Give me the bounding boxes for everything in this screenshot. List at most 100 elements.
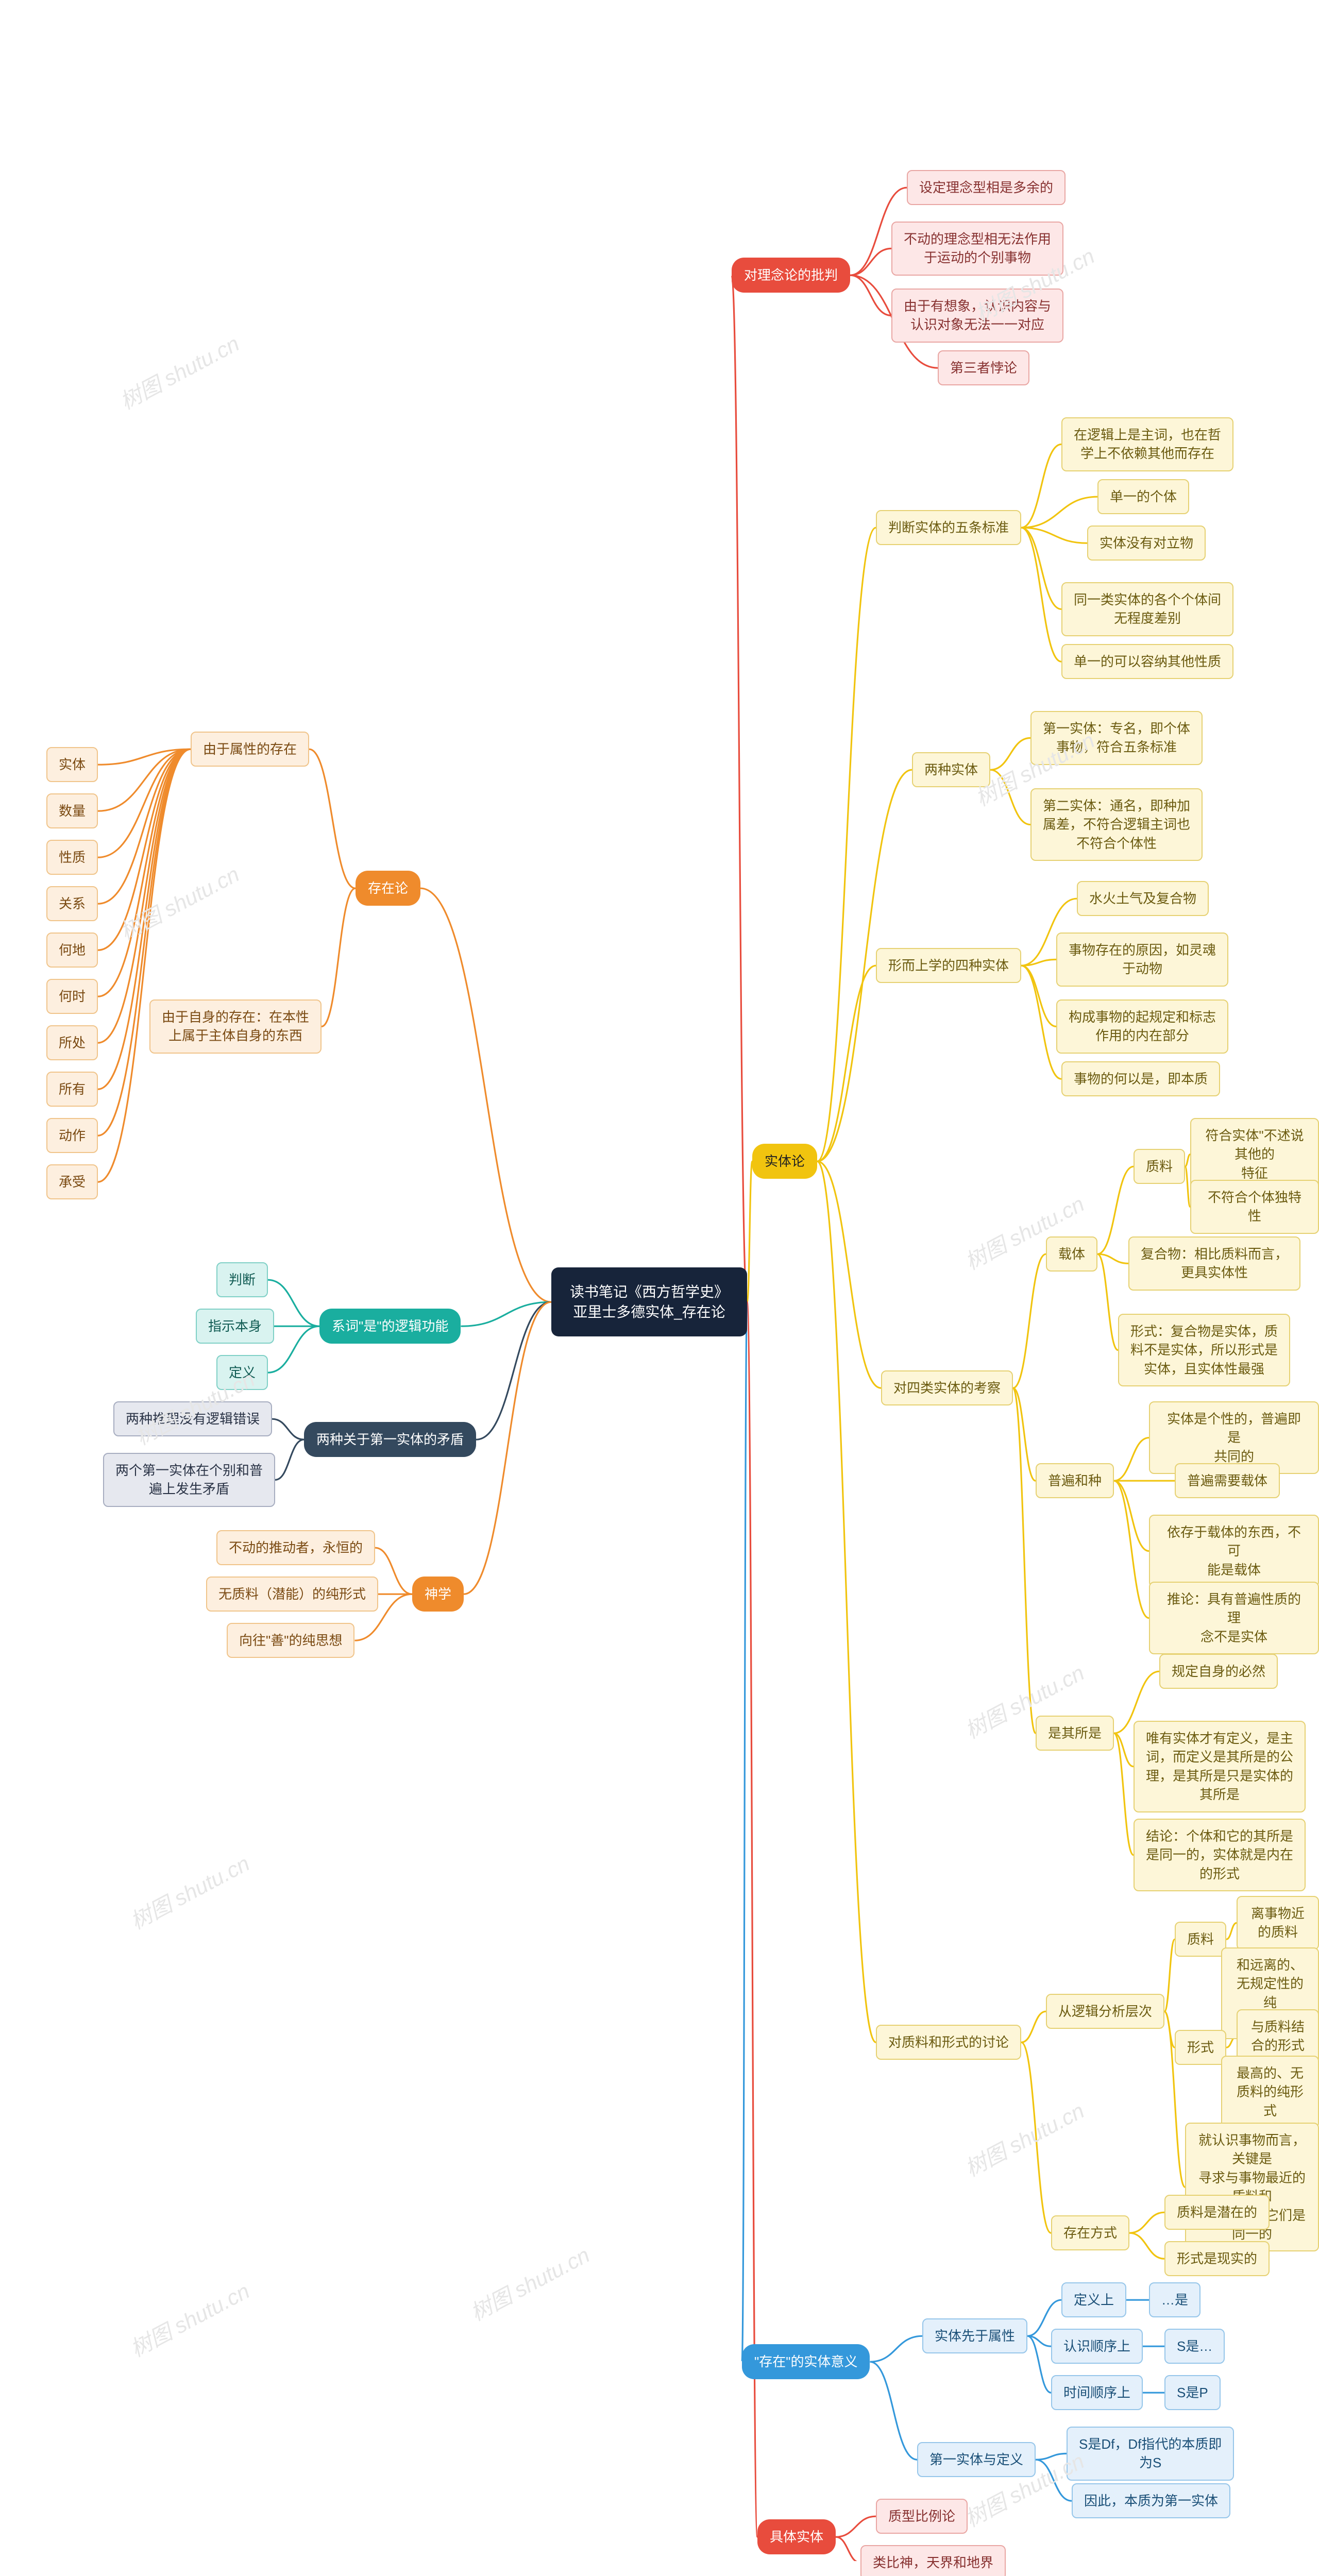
node-o1: 由于属性的存在: [191, 732, 309, 767]
edge: [1021, 2011, 1046, 2042]
edge: [1226, 1923, 1237, 1939]
node-s_discuss: 对质料和形式的讨论: [876, 2025, 1021, 2060]
edge: [1021, 528, 1061, 609]
edge: [1027, 2336, 1051, 2393]
node-m_def: 第一实体与定义: [917, 2442, 1036, 2477]
edge: [1021, 2042, 1051, 2233]
node-sfe3: 结论：个体和它的其所是 是同一的，实体就是内在 的形式: [1134, 1819, 1306, 1891]
node-th2: 无质料（潜能）的纯形式: [206, 1577, 378, 1612]
node-b_ontology: 存在论: [356, 871, 420, 906]
edge: [836, 2537, 860, 2561]
edge: [1021, 959, 1056, 965]
edge: [1114, 1481, 1149, 1551]
node-m_prior: 实体先于属性: [922, 2318, 1027, 2353]
node-sdl_z1: 离事物近的质料: [1237, 1896, 1319, 1950]
node-c2: 不动的理念型相无法作用 于运动的个别事物: [891, 222, 1063, 276]
node-c1: 设定理念型相是多余的: [907, 170, 1066, 205]
node-root: 读书笔记《西方哲学史》 亚里士多德实体_存在论: [551, 1267, 747, 1336]
node-ct1: 两种推理没有逻辑错误: [113, 1401, 272, 1436]
edge: [850, 248, 891, 275]
edge: [1036, 2453, 1067, 2460]
edge: [1114, 1438, 1149, 1481]
node-o15: 何地: [46, 933, 98, 968]
edge: [322, 888, 356, 1026]
node-cp2: 指示本身: [196, 1309, 274, 1344]
watermark: 树图 shutu.cn: [114, 857, 244, 946]
edge: [98, 749, 191, 904]
node-sfc_zhiliao: 质料: [1134, 1149, 1185, 1184]
edge: [272, 1419, 304, 1439]
edge: [1021, 528, 1061, 662]
edge: [870, 2336, 922, 2362]
edge: [1164, 2011, 1175, 2047]
node-sc4: 同一类实体的各个个体间 无程度差别: [1061, 582, 1233, 636]
node-mp2: 认识顺序上: [1051, 2329, 1143, 2364]
edge: [990, 738, 1030, 770]
edge: [1013, 1254, 1046, 1388]
edge: [836, 2516, 876, 2537]
edge: [309, 749, 356, 888]
node-b_concrete: 具体实体: [757, 2519, 836, 2554]
node-sdl_f2: 最高的、无质料的纯形式: [1221, 2056, 1319, 2128]
watermark: 树图 shutu.cn: [124, 2274, 255, 2363]
node-sfs4: 推论：具有普遍性质的理 念不是实体: [1149, 1582, 1319, 1654]
edge: [98, 749, 191, 765]
node-o17: 所处: [46, 1025, 98, 1060]
edge: [1021, 965, 1061, 1079]
node-sc1: 在逻辑上是主词，也在哲 学上不依赖其他而存在: [1061, 417, 1233, 471]
node-sdm2: 形式是现实的: [1164, 2241, 1270, 2276]
node-sf_species: 普遍和种: [1036, 1463, 1114, 1498]
node-mp3: 时间顺序上: [1051, 2375, 1143, 2410]
edge: [1027, 2336, 1051, 2346]
node-sc2: 单一的个体: [1097, 479, 1189, 514]
node-sd_logic: 从逻辑分析层次: [1046, 1994, 1164, 2029]
node-sdm1: 质料是潜在的: [1164, 2195, 1270, 2230]
node-o14: 关系: [46, 886, 98, 921]
node-s_four: 对四类实体的考察: [881, 1370, 1013, 1405]
node-sd_mode: 存在方式: [1051, 2215, 1129, 2250]
node-sdl_form: 形式: [1175, 2030, 1226, 2065]
edge: [1185, 1155, 1190, 1167]
edge: [98, 749, 191, 811]
node-b_critique: 对理念论的批判: [732, 258, 850, 293]
node-sdl_zl: 质料: [1175, 1922, 1226, 1957]
edge: [461, 1302, 551, 1326]
edge: [817, 1161, 881, 1388]
edge: [1114, 1733, 1134, 1855]
edge: [375, 1548, 412, 1594]
node-st1: 第一实体：专名，即个体 事物，符合五条标准: [1030, 711, 1203, 765]
node-o2: 由于自身的存在：在本性 上属于主体自身的东西: [149, 999, 322, 1054]
node-sf_essence: 是其所是: [1036, 1716, 1114, 1751]
node-b_copula: 系词"是"的逻辑功能: [319, 1309, 461, 1344]
edge: [732, 275, 747, 1302]
node-mp2a: S是…: [1164, 2329, 1225, 2364]
node-b_meaning: "存在"的实体意义: [742, 2344, 870, 2379]
edge: [817, 1161, 876, 2042]
edge: [98, 749, 191, 1136]
edge: [98, 749, 191, 1182]
node-ct2: 两个第一实体在个别和普 遍上发生矛盾: [103, 1453, 275, 1507]
watermark: 树图 shutu.cn: [464, 2238, 595, 2327]
node-o16: 何时: [46, 979, 98, 1014]
node-b_substance: 实体论: [752, 1144, 817, 1179]
edge: [1021, 528, 1087, 543]
node-sm4: 事物的何以是，即本质: [1061, 1061, 1220, 1096]
node-s_crit: 判断实体的五条标准: [876, 510, 1021, 545]
node-sc5: 单一的可以容纳其他性质: [1061, 644, 1233, 679]
edge: [98, 749, 191, 996]
node-o11: 实体: [46, 747, 98, 782]
edge: [98, 749, 191, 1043]
edge: [1097, 1254, 1118, 1350]
edge: [1013, 1388, 1036, 1481]
node-md2: 因此，本质为第一实体: [1072, 2483, 1230, 2518]
edge: [1013, 1388, 1036, 1733]
edge: [268, 1280, 319, 1326]
node-o12: 数量: [46, 793, 98, 828]
node-mp3a: S是P: [1164, 2375, 1221, 2410]
edge: [817, 528, 876, 1161]
edge: [275, 1439, 304, 1480]
node-c3: 由于有想象，认识内容与 认识对象无法一一对应: [891, 289, 1063, 343]
node-c4: 第三者悖论: [938, 350, 1029, 385]
node-sfc_form: 形式：复合物是实体，质 料不是实体，所以形式是 实体，且实体性最强: [1118, 1314, 1290, 1386]
node-cc1: 质型比例论: [876, 2499, 968, 2534]
